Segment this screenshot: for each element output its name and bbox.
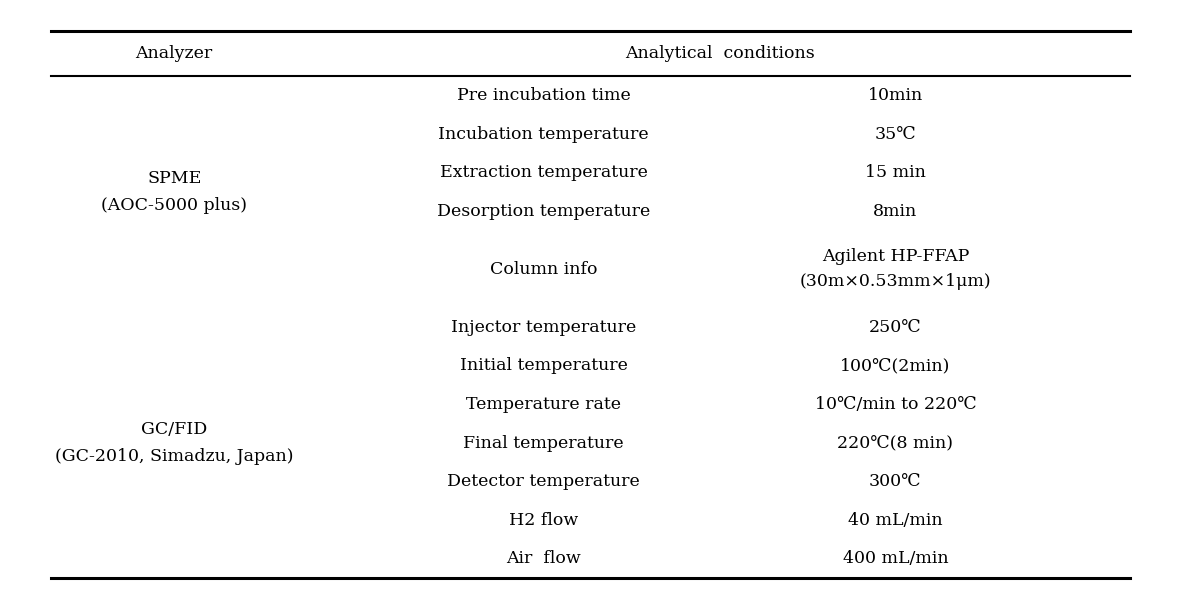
Text: Column info: Column info bbox=[490, 261, 598, 278]
Text: Final temperature: Final temperature bbox=[463, 435, 624, 452]
Text: SPME
(AOC-5000 plus): SPME (AOC-5000 plus) bbox=[102, 170, 247, 214]
Text: Detector temperature: Detector temperature bbox=[448, 473, 640, 490]
Text: Analyzer: Analyzer bbox=[136, 45, 213, 62]
Text: Agilent HP-FFAP
(30m×0.53mm×1μm): Agilent HP-FFAP (30m×0.53mm×1μm) bbox=[800, 249, 991, 291]
Text: Pre incubation time: Pre incubation time bbox=[457, 87, 631, 104]
Text: 300℃: 300℃ bbox=[869, 473, 921, 490]
Text: 8min: 8min bbox=[873, 203, 918, 220]
Text: 10℃/min to 220℃: 10℃/min to 220℃ bbox=[815, 396, 977, 413]
Text: 400 mL/min: 400 mL/min bbox=[842, 550, 948, 567]
Text: Initial temperature: Initial temperature bbox=[459, 358, 627, 374]
Text: GC/FID
(GC-2010, Simadzu, Japan): GC/FID (GC-2010, Simadzu, Japan) bbox=[56, 421, 293, 465]
Text: Analytical  conditions: Analytical conditions bbox=[625, 45, 815, 62]
Text: Air  flow: Air flow bbox=[507, 550, 581, 567]
Text: 35℃: 35℃ bbox=[874, 126, 916, 143]
Text: 40 mL/min: 40 mL/min bbox=[848, 512, 942, 529]
Text: H2 flow: H2 flow bbox=[509, 512, 579, 529]
Text: 100℃(2min): 100℃(2min) bbox=[840, 358, 951, 374]
Text: Injector temperature: Injector temperature bbox=[451, 319, 637, 336]
Text: Desorption temperature: Desorption temperature bbox=[437, 203, 651, 220]
Text: 15 min: 15 min bbox=[864, 164, 926, 181]
Text: 10min: 10min bbox=[868, 87, 924, 104]
Text: Incubation temperature: Incubation temperature bbox=[438, 126, 648, 143]
Text: Extraction temperature: Extraction temperature bbox=[439, 164, 647, 181]
Text: 250℃: 250℃ bbox=[869, 319, 921, 336]
Text: Temperature rate: Temperature rate bbox=[466, 396, 621, 413]
Text: 220℃(8 min): 220℃(8 min) bbox=[837, 435, 953, 452]
